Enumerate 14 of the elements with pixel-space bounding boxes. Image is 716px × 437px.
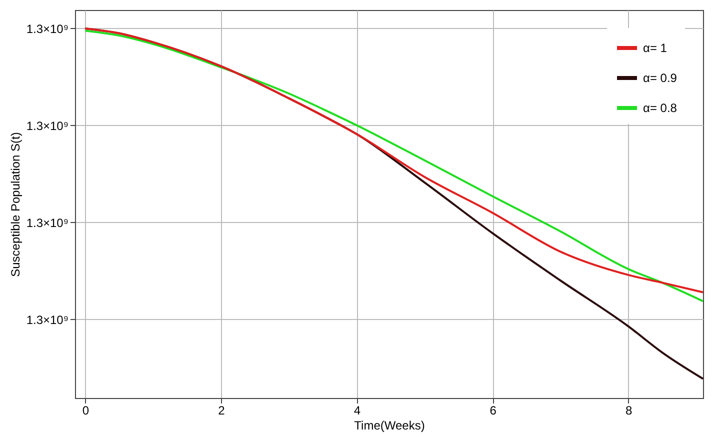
text: 1.3×10⁹ — [26, 118, 68, 133]
text: 1.3×10⁹ — [26, 312, 68, 327]
legend-label: α= 1 — [643, 41, 668, 55]
legend-label: α= 0.8 — [643, 101, 678, 115]
x-axis-title: Time(Weeks) — [354, 418, 425, 432]
x-tick-label: 4 — [354, 404, 361, 418]
x-tick-label: 6 — [490, 404, 497, 418]
x-tick-label: 2 — [218, 404, 226, 418]
x-tick-label: 8 — [625, 404, 632, 418]
x-tick-label: 0 — [82, 404, 90, 418]
text: 1.3×10⁹ — [26, 216, 68, 230]
legend-label: α= 0.9 — [643, 71, 678, 85]
y-axis-title: Susceptible Population S(t) — [8, 132, 22, 277]
text: 1.3×10⁹ — [26, 22, 68, 36]
